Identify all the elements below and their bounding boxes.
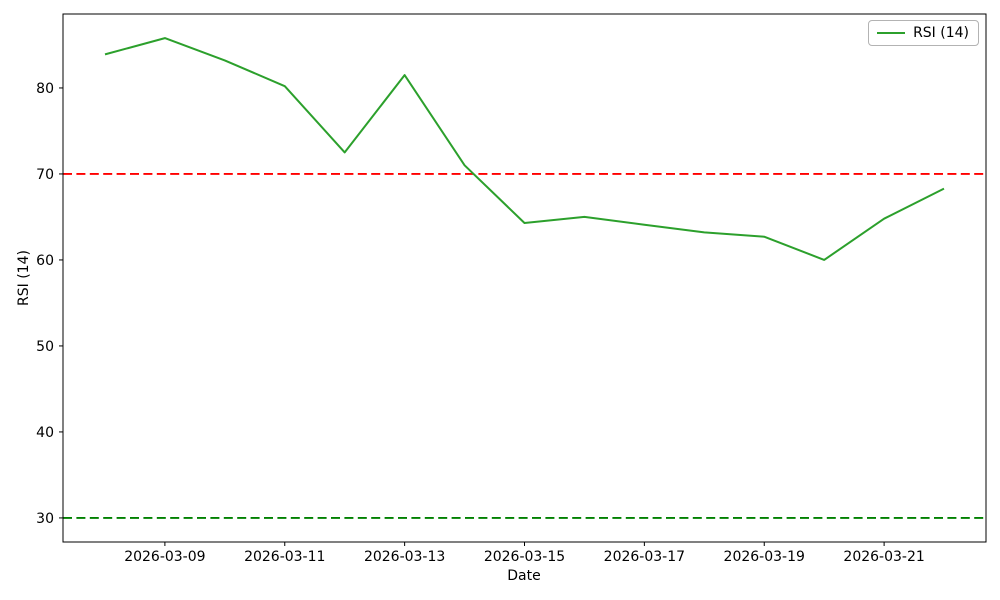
legend-label: RSI (14) <box>913 25 969 41</box>
x-tick-label: 2026-03-09 <box>124 549 205 565</box>
y-axis-label: RSI (14) <box>16 250 32 306</box>
x-tick-label: 2026-03-11 <box>244 549 325 565</box>
legend: RSI (14) <box>868 20 979 46</box>
y-tick-label: 80 <box>36 81 54 97</box>
y-tick-label: 60 <box>36 253 54 269</box>
x-tick-label: 2026-03-15 <box>484 549 565 565</box>
y-tick-label: 70 <box>36 167 54 183</box>
x-axis-label: Date <box>507 568 541 584</box>
y-tick-label: 40 <box>36 425 54 441</box>
series-line <box>104 37 945 261</box>
x-tick-label: 2026-03-17 <box>604 549 685 565</box>
plot-frame <box>62 13 987 543</box>
legend-line-swatch <box>877 32 906 34</box>
y-tick-label: 50 <box>36 339 54 355</box>
x-tick-label: 2026-03-19 <box>724 549 805 565</box>
y-tick-label: 30 <box>36 511 54 527</box>
x-tick-label: 2026-03-21 <box>843 549 924 565</box>
x-tick-label: 2026-03-13 <box>364 549 445 565</box>
